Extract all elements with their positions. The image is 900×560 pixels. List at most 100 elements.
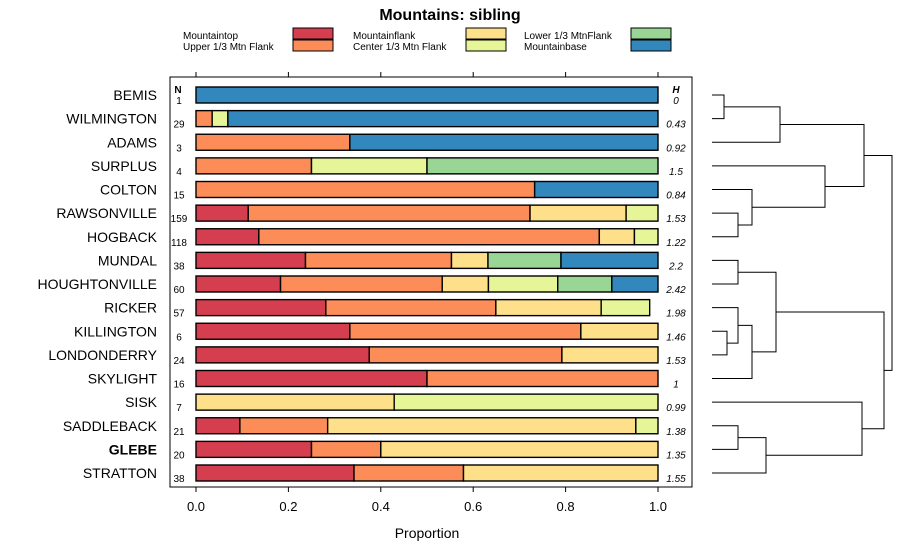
bar-segment: [353, 464, 465, 482]
bar-segment: [195, 275, 282, 293]
h-value: 1.38: [666, 427, 686, 438]
bar-segment: [625, 204, 659, 222]
bar-segment: [533, 180, 659, 199]
site-label: HOGBACK: [87, 229, 158, 245]
n-value: 38: [173, 261, 185, 272]
x-axis: 0.0 0.2 0.4 0.6 0.8 1.0: [187, 72, 667, 514]
site-label: RICKER: [104, 300, 157, 316]
bar-segment: [580, 322, 659, 340]
n-value: 118: [171, 238, 187, 249]
legend-label: Mountainflank: [353, 31, 416, 42]
n-value: 15: [173, 191, 185, 202]
dendrogram-link: [864, 155, 893, 371]
x-tick-label: 0.8: [557, 499, 575, 514]
bar-segment: [495, 298, 602, 317]
bar-segment: [426, 157, 659, 175]
h-header: H: [672, 85, 680, 96]
site-label: SKYLIGHT: [88, 371, 158, 387]
dendrogram-link: [712, 401, 863, 456]
legend-label: Upper 1/3 Mtn Flank: [183, 42, 275, 53]
bar-segment: [247, 204, 531, 222]
bar-segment: [195, 157, 313, 175]
h-value: 2.2: [668, 261, 683, 272]
x-tick-label: 0.4: [372, 499, 390, 514]
n-value: 1: [176, 96, 182, 107]
bar-segment: [195, 180, 536, 199]
dendrogram-link: [712, 324, 753, 379]
bar-segment: [195, 133, 351, 151]
h-value: 1.35: [666, 450, 686, 461]
site-label: RAWSONVILLE: [56, 205, 157, 221]
x-tick-label: 1.0: [649, 499, 667, 514]
n-header: N: [174, 85, 181, 96]
site-label: SISK: [125, 394, 158, 410]
bar-segment: [195, 464, 355, 482]
bar-segment: [195, 251, 307, 270]
legend-swatch: [630, 27, 672, 40]
n-value: 6: [176, 332, 182, 343]
dendrogram-link: [712, 189, 753, 226]
bar-segment: [195, 228, 260, 246]
bar-segment: [239, 417, 329, 435]
h-value: 1.98: [666, 309, 686, 320]
h-value: 1: [673, 380, 679, 391]
bar-segment: [598, 228, 636, 246]
x-tick-label: 0.0: [187, 499, 205, 514]
dendrogram-link: [776, 311, 885, 430]
legend-swatch: [465, 39, 507, 52]
site-label: LONDONDERRY: [48, 347, 157, 363]
dendrogram-link: [712, 165, 826, 208]
site-label: SADDLEBACK: [63, 418, 158, 434]
bar-segment: [326, 417, 637, 435]
bar-segment: [227, 109, 659, 128]
n-value: 7: [176, 403, 182, 414]
legend-swatch: [465, 27, 507, 40]
legend-swatch: [630, 39, 672, 52]
bar-segment: [211, 109, 229, 128]
bar-segment: [633, 228, 659, 246]
dendrogram: [712, 94, 893, 474]
site-label: KILLINGTON: [74, 323, 157, 339]
legend-label: Center 1/3 Mtn Flank: [353, 42, 447, 53]
bar-segment: [487, 251, 562, 270]
n-value: 21: [173, 427, 185, 438]
site-label: ADAMS: [107, 134, 157, 150]
bar-segment: [529, 204, 627, 222]
bar-segment: [441, 275, 490, 293]
bar-segment: [195, 369, 428, 388]
bar-segment: [635, 417, 659, 435]
n-value: 60: [173, 285, 185, 296]
h-value: 0: [673, 96, 679, 107]
h-value: 1.55: [666, 474, 686, 485]
h-value: 0.43: [666, 120, 686, 131]
bar-segment: [304, 251, 453, 270]
bar-segment: [450, 251, 489, 270]
legend-label: Mountaintop: [183, 31, 238, 42]
x-axis-label: Proportion: [395, 525, 460, 541]
site-label: BEMIS: [113, 87, 157, 103]
bar-segment: [349, 133, 659, 151]
plot-frame: [169, 76, 693, 488]
bar-segment: [195, 204, 249, 222]
site-label: SURPLUS: [91, 158, 157, 174]
n-value: 24: [173, 356, 185, 367]
x-tick-label: 0.6: [464, 499, 482, 514]
legend-label: Lower 1/3 MtnFlank: [524, 31, 613, 42]
h-value: 1.5: [669, 167, 683, 178]
h-value: 1.22: [666, 238, 686, 249]
dendrogram-link: [712, 437, 767, 474]
n-value: 16: [173, 380, 185, 391]
site-label: MUNDAL: [98, 252, 157, 268]
legend-swatch: [292, 27, 334, 40]
bar-segment: [195, 298, 327, 317]
h-value: 0.84: [666, 191, 686, 202]
bar-segment: [310, 440, 382, 459]
site-label: GLEBE: [109, 441, 157, 457]
n-value: 29: [173, 120, 185, 131]
site-label: STRATTON: [83, 465, 157, 481]
n-value: 4: [176, 167, 182, 178]
dendrogram-link: [712, 307, 739, 344]
bar-segment: [325, 298, 497, 317]
